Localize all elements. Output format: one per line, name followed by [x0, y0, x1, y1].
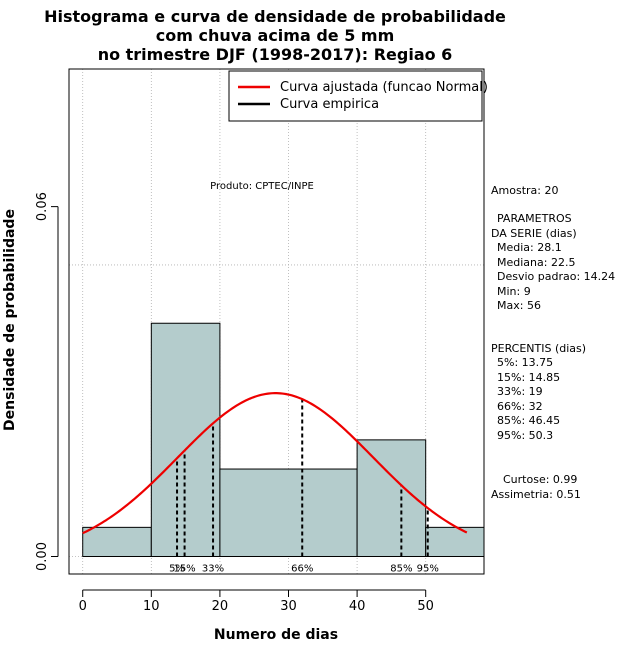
- percentile-label: 33%: [202, 564, 224, 575]
- stat-p85: 85%: 46.45: [497, 414, 560, 427]
- percentile-label: 95%: [417, 564, 439, 575]
- stat-p15: 15%: 14.85: [497, 371, 560, 384]
- statistics-panel: Amostra: 20 PARAMETROS DA SERIE (dias) M…: [491, 184, 615, 501]
- stat-mediana: Mediana: 22.5: [497, 256, 575, 269]
- stat-p95: 95%: 50.3: [497, 429, 553, 442]
- axes: 0 10 20 30 40 50 0.00 0.06: [35, 192, 434, 614]
- plot-frame: [68, 68, 485, 575]
- normal-curve: [82, 392, 468, 535]
- x-tick-label: 30: [280, 599, 297, 614]
- stat-desvio: Desvio padrao: 14.24: [497, 270, 615, 283]
- product-annotation: Produto: CPTEC/INPE: [210, 181, 314, 192]
- legend-box: [228, 70, 483, 122]
- stat-min: Min: 9: [497, 285, 531, 298]
- stat-percentis-title: PERCENTIS (dias): [491, 342, 586, 355]
- percentile-label: 66%: [291, 564, 313, 575]
- histogram-bar: [219, 468, 358, 558]
- stat-p66: 66%: 32: [497, 400, 543, 413]
- stat-p33: 33%: 19: [497, 385, 543, 398]
- stat-p5: 5%: 13.75: [497, 356, 553, 369]
- stat-curtose: Curtose: 0.99: [503, 473, 577, 486]
- stat-assimetria: Assimetria: 0.51: [491, 488, 581, 501]
- chart-title-line-3: no trimestre DJF (1998-2017): Regiao 6: [98, 45, 453, 64]
- percentile-label: 15%: [173, 564, 195, 575]
- x-tick-label: 10: [143, 599, 160, 614]
- percentile-label: 85%: [390, 564, 412, 575]
- percentile-lines: 5%15% 33% 66% 85% 95%: [169, 399, 439, 575]
- x-tick-label: 40: [349, 599, 366, 614]
- x-axis-title: Numero de dias: [214, 627, 338, 643]
- x-tick-label: 20: [212, 599, 229, 614]
- histogram-bar: [425, 526, 485, 558]
- histogram-bar: [150, 322, 221, 558]
- stat-amostra: Amostra: 20: [491, 184, 558, 197]
- x-tick-label: 0: [79, 599, 87, 614]
- y-tick-label: 0.06: [35, 192, 50, 221]
- histogram-bars: [82, 322, 485, 558]
- x-tick-label: 50: [417, 599, 434, 614]
- legend-empirical-label: Curva empirica: [280, 97, 379, 112]
- stat-max: Max: 56: [497, 299, 541, 312]
- stat-parametros-title: PARAMETROS: [497, 212, 572, 225]
- legend: Curva ajustada (funcao Normal) Curva emp…: [228, 70, 488, 122]
- chart-title-line-1: Histograma e curva de densidade de proba…: [44, 7, 506, 26]
- y-axis-title: Densidade de probabilidade: [2, 209, 18, 431]
- chart-title-line-2: com chuva acima de 5 mm: [156, 26, 395, 45]
- stat-media: Media: 28.1: [497, 241, 562, 254]
- normal-curve-layer: [82, 392, 468, 535]
- legend-normal-label: Curva ajustada (funcao Normal): [280, 80, 488, 95]
- y-tick-label: 0.00: [35, 542, 50, 571]
- percentile-label: 5%: [169, 564, 185, 575]
- histogram-bar: [82, 526, 152, 558]
- stat-parametros-subtitle: DA SERIE (dias): [491, 227, 577, 240]
